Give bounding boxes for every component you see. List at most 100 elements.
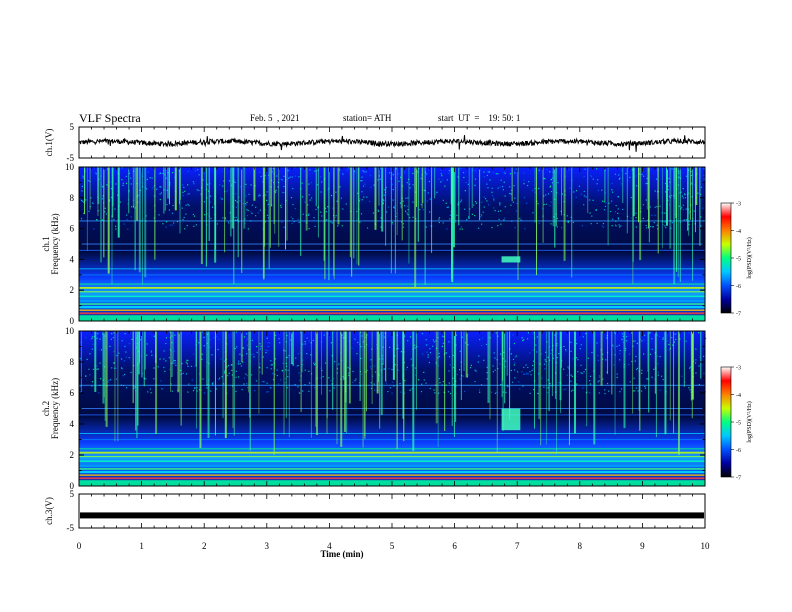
sferic-spike (104, 331, 106, 421)
sferic-spike (232, 331, 234, 429)
y-tick-label: 4 (70, 419, 75, 429)
x-tick-label: 2 (202, 541, 207, 551)
sferic-spike (224, 167, 226, 253)
sferic-spike (453, 331, 455, 437)
spectral-band (79, 220, 705, 222)
spectral-band (79, 309, 705, 311)
sferic-spike (675, 167, 677, 219)
sferic-spike (343, 331, 345, 381)
colorbar-label: log(PSD)(V²/Hz) (746, 401, 753, 442)
sferic-spike (315, 331, 317, 427)
sferic-spike (700, 331, 702, 379)
sferic-spike (348, 331, 351, 404)
sferic-spike (683, 331, 685, 387)
sferic-spike (97, 167, 100, 205)
sferic-spike (394, 167, 396, 274)
sferic-spike (396, 167, 398, 236)
sferic-spike (292, 331, 294, 366)
sferic-spike (632, 167, 635, 217)
sferic-spike (144, 331, 146, 370)
sferic-spike (444, 331, 446, 431)
sferic-spike (249, 331, 251, 418)
colorbar-tick-label: -6 (736, 284, 741, 290)
sferic-spike (237, 167, 239, 258)
sferic-spike (400, 167, 402, 209)
sferic-spike (548, 331, 550, 412)
sferic-spike (102, 331, 105, 404)
sferic-spike (679, 167, 681, 282)
sferic-spike (626, 167, 628, 234)
y-tick-label: 10 (65, 326, 75, 336)
sferic-spike (677, 167, 679, 278)
colorbar-tick-label: -7 (736, 476, 741, 482)
sferic-spike (587, 167, 589, 213)
sferic-spike (604, 167, 606, 202)
sferic-spike (170, 331, 173, 378)
sferic-spike (285, 331, 287, 418)
sferic-spike (164, 167, 166, 211)
sferic-spike (451, 331, 453, 426)
sferic-spike (174, 167, 177, 211)
sferic-spike (105, 331, 108, 427)
sferic-spike (345, 331, 347, 403)
sferic-spike (290, 331, 293, 365)
sferic-spike (132, 167, 134, 209)
sferic-spike (179, 331, 181, 409)
sferic-spike (422, 167, 424, 204)
sferic-spike (349, 167, 351, 258)
spectral-band (79, 249, 705, 251)
sferic-spike (378, 167, 380, 206)
sferic-spike (155, 331, 158, 434)
sferic-spike (143, 331, 145, 387)
sferic-spike (455, 331, 457, 423)
sferic-spike (253, 167, 256, 201)
sferic-spike (639, 167, 642, 261)
sferic-spike (141, 331, 143, 378)
sferic-spike (167, 167, 170, 199)
sferic-spike (315, 167, 317, 207)
sferic-spike (103, 167, 105, 258)
sferic-spike (273, 167, 275, 224)
sferic-spike (637, 167, 639, 223)
sferic-spike (111, 167, 113, 285)
sferic-spike (556, 331, 558, 455)
spectral-band (79, 268, 705, 270)
y-axis-label: ch.2Frequency (kHz) (41, 378, 60, 439)
sferic-spike (555, 331, 557, 400)
sferic-spike (638, 331, 640, 411)
sferic-spike (258, 331, 260, 414)
sferic-spike (100, 167, 102, 263)
sferic-spike (328, 167, 330, 281)
sferic-spike (699, 167, 701, 246)
spectral-band (79, 243, 705, 245)
sferic-spike (468, 167, 470, 220)
sferic-spike (326, 331, 328, 434)
y-tick-label: 6 (70, 388, 75, 398)
sferic-spike (300, 331, 302, 413)
sferic-spike (435, 331, 438, 424)
sferic-spike (305, 167, 308, 231)
sferic-spike (677, 331, 680, 455)
sferic-spike (607, 167, 609, 246)
sferic-spike (463, 331, 465, 372)
sferic-spike (555, 167, 557, 227)
sferic-spike (247, 331, 249, 393)
sferic-spike (504, 331, 506, 404)
sferic-spike (551, 331, 553, 397)
sferic-spike (207, 331, 210, 438)
sferic-spike (371, 331, 373, 404)
sferic-spike (286, 167, 288, 241)
ch3-waveform-line (80, 512, 704, 519)
sferic-spike (501, 331, 503, 398)
spectral-band (79, 451, 705, 454)
sferic-spike (178, 167, 180, 205)
sferic-spike (340, 331, 343, 447)
colorbar-tick-label: -5 (736, 421, 741, 427)
sferic-spike (586, 331, 588, 427)
sferic-spike (310, 331, 312, 438)
emission-burst (501, 408, 521, 431)
sferic-spike (154, 167, 156, 260)
sferic-spike (471, 167, 473, 208)
sferic-spike (94, 331, 97, 392)
sferic-spike (455, 167, 457, 223)
